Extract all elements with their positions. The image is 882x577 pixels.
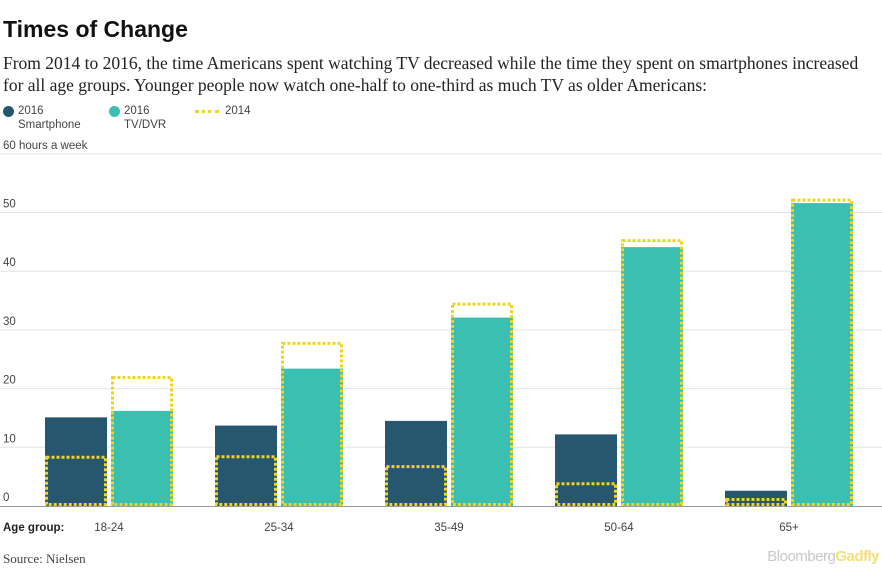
bar-tv-2016 [111, 410, 173, 506]
bar-smartphone-2014-outline [45, 455, 107, 506]
bar-smartphone-2016 [385, 420, 447, 506]
bar-tv-2016 [281, 368, 343, 506]
dotted-line-swatch-icon [195, 110, 219, 113]
bar-tv-2014-outline [621, 239, 683, 506]
chart-subtitle: From 2014 to 2016, the time Americans sp… [3, 53, 859, 95]
legend-smartphone-label: Smartphone [18, 119, 81, 131]
tv-swatch-icon [109, 106, 120, 117]
x-tick-label: 50-64 [604, 522, 634, 534]
bar-smartphone-2016 [555, 434, 617, 506]
bar-smartphone-2016 [45, 417, 107, 506]
x-tick-label: 65+ [779, 522, 799, 534]
source-note: Source: Nielsen [3, 551, 86, 566]
bar-smartphone-2014-outline [385, 465, 447, 506]
y-tick-label: 10 [3, 433, 16, 445]
bar-tv-2014-outline [791, 198, 853, 506]
legend-2014-label: 2014 [225, 105, 251, 117]
bar-tv-2016 [621, 247, 683, 506]
chart-title: Times of Change [3, 16, 188, 42]
brand-logo: BloombergGadfly [767, 548, 879, 565]
bar-smartphone-2014-outline [215, 455, 277, 506]
legend-smartphone-year: 2016 [18, 105, 44, 117]
y-tick-label: 50 [3, 199, 16, 211]
x-tick-label: 18-24 [94, 522, 124, 534]
bar-tv-2014-outline [111, 375, 173, 506]
brand-part1: Bloomberg [767, 548, 836, 565]
x-tick-label: 35-49 [434, 522, 463, 534]
legend-smartphone-text: 2016 Smartphone [18, 104, 81, 132]
bar-smartphone-2014-outline [725, 498, 787, 506]
smartphone-swatch-icon [3, 106, 14, 117]
brand-part2: Gadfly [835, 548, 879, 565]
bar-smartphone-2016 [725, 490, 787, 506]
y-tick-label: 60 hours a week [3, 140, 88, 152]
y-tick-label: 40 [3, 257, 16, 269]
legend-tv-text: 2016 TV/DVR [124, 104, 166, 132]
x-tick-label: 25-34 [264, 522, 294, 534]
legend: 2016 Smartphone 2016 TV/DVR 2014 [0, 104, 882, 140]
y-tick-label: 30 [3, 316, 16, 328]
bar-tv-2016 [451, 317, 513, 506]
y-tick-label: 0 [3, 492, 9, 504]
y-tick-label: 20 [3, 375, 16, 387]
legend-tv-label: TV/DVR [124, 119, 167, 131]
legend-tv-year: 2016 [124, 105, 150, 117]
bar-smartphone-2016 [215, 425, 277, 506]
x-axis-title: Age group: [3, 522, 64, 534]
bar-tv-2016 [791, 203, 853, 506]
